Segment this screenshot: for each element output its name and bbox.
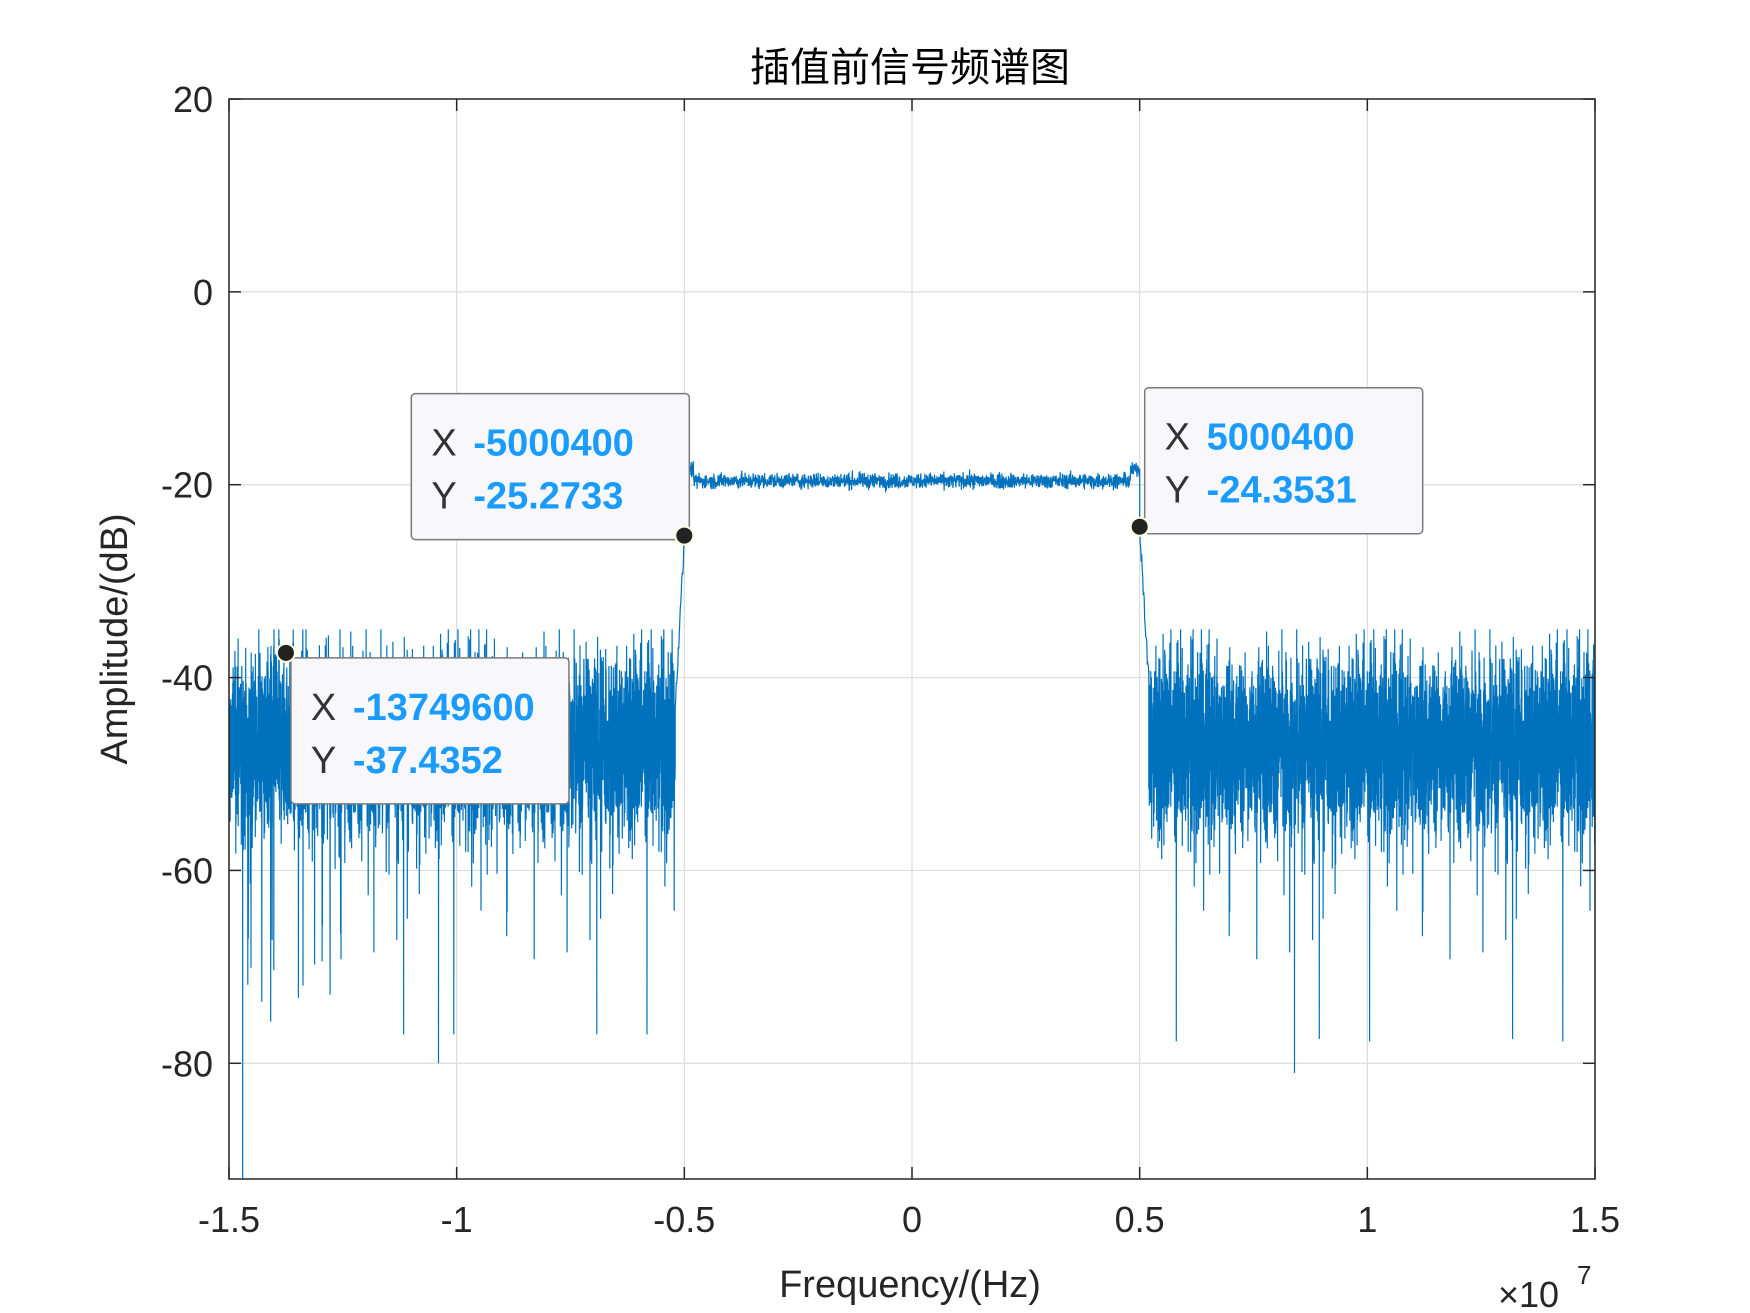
datatip-y-value: -25.2733 [473,476,623,518]
datatip-x-key: X [1165,417,1190,459]
datatip-y-value: -37.4352 [353,740,503,782]
axes-box [228,98,1596,1180]
datatip-x-value: -5000400 [473,423,634,465]
datatip-y-key: Y [1165,470,1190,512]
datatips: X -13749600 Y -37.4352 X -5000400 Y -25.2733 X 50… [275,386,1424,805]
y-tick-label: 20 [173,79,213,120]
x-tick-label: 1.5 [1570,1199,1620,1240]
datatip-x-value: -13749600 [353,687,535,729]
datatip-marker[interactable] [674,525,695,546]
x-tick-labels: -1.5 -1 -0.5 0 0.5 1 1.5 [198,1199,1620,1240]
y-tick-labels: -80 -60 -40 -20 0 20 [161,79,213,1084]
datatip-x-key: X [311,687,336,729]
datatip-y-key: Y [311,740,336,782]
x-tick-label: -1 [441,1199,473,1240]
y-axis-label: Amplitude/(dB) [94,513,136,764]
datatip-x-key: X [431,423,456,465]
datatip-box [410,392,691,541]
x-tick-label: -1.5 [198,1199,260,1240]
datatip-y-key: Y [431,476,456,518]
y-tick-label: -80 [161,1043,213,1084]
datatip[interactable]: X -5000400 Y -25.2733 [410,392,695,546]
datatip-y-value: -24.3531 [1207,470,1357,512]
y-tick-label: 0 [193,272,213,313]
chart-title: 插值前信号频谱图 [750,45,1070,91]
datatip-marker[interactable] [275,642,296,663]
x-tick-label: 1 [1357,1199,1377,1240]
datatip-x-value: 5000400 [1207,417,1355,459]
x-exponent-base: ×10 [1498,1274,1559,1313]
x-tick-label: 0 [902,1199,922,1240]
x-tick-label: 0.5 [1115,1199,1165,1240]
datatip-box [1143,386,1424,535]
x-tick-label: -0.5 [653,1199,715,1240]
x-exponent: ×10 7 [1498,1260,1591,1313]
y-tick-label: -40 [161,658,213,699]
datatip-marker[interactable] [1129,516,1150,537]
x-exponent-power: 7 [1577,1260,1591,1290]
x-axis-label: Frequency/(Hz) [779,1264,1041,1306]
y-tick-label: -20 [161,465,213,506]
datatip-box [290,657,570,805]
y-tick-label: -60 [161,850,213,891]
datatip[interactable]: X 5000400 Y -24.3531 [1129,386,1424,537]
plot-area [228,98,1596,1180]
datatip[interactable]: X -13749600 Y -37.4352 [275,642,570,805]
